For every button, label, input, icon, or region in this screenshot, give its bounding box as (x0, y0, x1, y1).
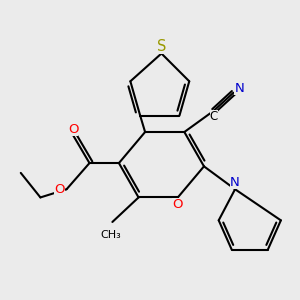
Text: N: N (230, 176, 240, 189)
Text: C: C (210, 110, 218, 123)
Text: O: O (68, 123, 78, 136)
Text: O: O (54, 183, 64, 196)
Text: CH₃: CH₃ (100, 230, 121, 240)
Text: O: O (172, 198, 183, 211)
Text: N: N (234, 82, 244, 95)
Text: S: S (157, 39, 166, 54)
